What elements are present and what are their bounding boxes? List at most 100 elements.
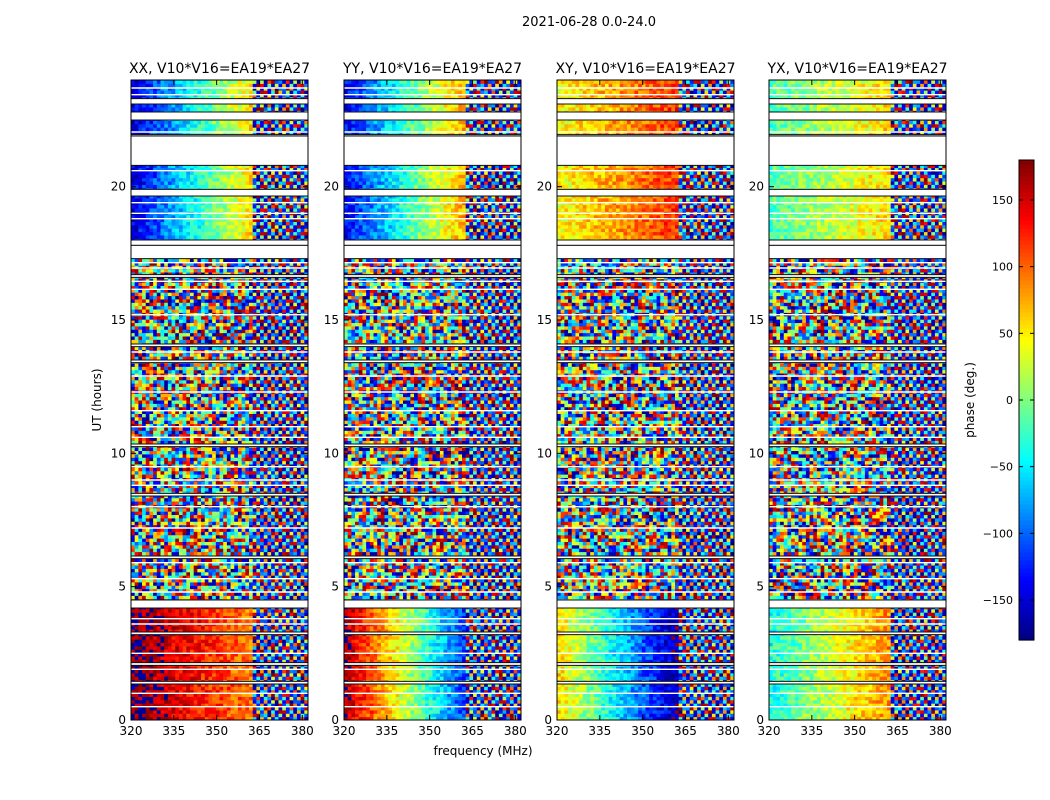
- colorbar-segment: [1019, 396, 1034, 401]
- colorbar-tick-label: 50: [999, 327, 1013, 340]
- colorbar-segment: [1019, 400, 1034, 405]
- colorbar-segment: [1019, 612, 1034, 617]
- panel-frame: [130, 79, 309, 721]
- colorbar-segment: [1019, 424, 1034, 429]
- y-tick-label: 0: [756, 713, 764, 727]
- colorbar-segment: [1019, 312, 1034, 317]
- x-tick-label: 350: [205, 724, 228, 738]
- colorbar-segment: [1019, 236, 1034, 241]
- colorbar-segment: [1019, 376, 1034, 381]
- colorbar-segment: [1019, 328, 1034, 333]
- colorbar-segment: [1019, 472, 1034, 477]
- x-axis-label: frequency (MHz): [433, 744, 532, 758]
- x-tick-label: 365: [461, 724, 484, 738]
- colorbar-segment: [1019, 272, 1034, 277]
- colorbar-segment: [1019, 516, 1034, 521]
- colorbar-segment: [1019, 448, 1034, 453]
- colorbar-segment: [1019, 628, 1034, 633]
- y-tick-label: 10: [537, 446, 552, 460]
- x-tick-label: 320: [546, 724, 569, 738]
- colorbar-segment: [1019, 588, 1034, 593]
- colorbar-segment: [1019, 484, 1034, 489]
- colorbar-segment: [1019, 188, 1034, 193]
- colorbar-segment: [1019, 324, 1034, 329]
- panel-title: YY, V10*V16=EA19*EA27: [342, 61, 522, 77]
- colorbar-segment: [1019, 308, 1034, 313]
- colorbar-segment: [1019, 496, 1034, 501]
- x-tick-label: 380: [929, 724, 952, 738]
- x-tick-label: 350: [843, 724, 866, 738]
- colorbar-segment: [1019, 280, 1034, 285]
- colorbar-segment: [1019, 372, 1034, 377]
- colorbar-segment: [1019, 576, 1034, 581]
- colorbar-segment: [1019, 592, 1034, 597]
- colorbar-tick-label: −150: [983, 594, 1013, 607]
- colorbar-tick-label: −50: [990, 461, 1013, 474]
- colorbar-segment: [1019, 232, 1034, 237]
- colorbar-segment: [1019, 464, 1034, 469]
- panel-3: YX, V10*V16=EA19*EA27 320 335 350 365 380 0 5 10…: [749, 61, 952, 738]
- colorbar-segment: [1019, 292, 1034, 297]
- colorbar-segment: [1019, 504, 1034, 509]
- colorbar-segment: [1019, 552, 1034, 557]
- colorbar-segment: [1019, 544, 1034, 549]
- colorbar-segment: [1019, 304, 1034, 309]
- colorbar-tick-label: 150: [992, 194, 1013, 207]
- x-tick-label: 365: [674, 724, 697, 738]
- colorbar-segment: [1019, 536, 1034, 541]
- x-tick-label: 320: [758, 724, 781, 738]
- colorbar-segment: [1019, 636, 1034, 641]
- colorbar-segment: [1019, 568, 1034, 573]
- panels: XX, V10*V16=EA19*EA27 320 335 350 365 380 0 5 10…: [111, 61, 952, 738]
- colorbar-segment: [1019, 284, 1034, 289]
- colorbar-segment: [1019, 288, 1034, 293]
- y-tick-label: 15: [749, 313, 764, 327]
- colorbar-segment: [1019, 620, 1034, 625]
- y-tick-label: 15: [111, 313, 126, 327]
- colorbar-tick-label: −100: [983, 527, 1013, 540]
- colorbar-segment: [1019, 392, 1034, 397]
- heatmap-image: [557, 80, 734, 720]
- y-tick-label: 5: [756, 580, 764, 594]
- colorbar-segment: [1019, 344, 1034, 349]
- colorbar-segment: [1019, 348, 1034, 353]
- panel-frame: [343, 79, 522, 721]
- colorbar-segment: [1019, 220, 1034, 225]
- colorbar-segment: [1019, 180, 1034, 185]
- colorbar-segment: [1019, 512, 1034, 517]
- colorbar-segment: [1019, 212, 1034, 217]
- y-tick-label: 0: [331, 713, 339, 727]
- colorbar-segment: [1019, 528, 1034, 533]
- colorbar-segment: [1019, 440, 1034, 445]
- colorbar-segment: [1019, 584, 1034, 589]
- x-tick-label: 320: [120, 724, 143, 738]
- colorbar-segment: [1019, 332, 1034, 337]
- panel-title: XX, V10*V16=EA19*EA27: [129, 61, 310, 77]
- colorbar-segment: [1019, 228, 1034, 233]
- panel-frame: [768, 79, 947, 721]
- heatmap-image: [344, 80, 521, 720]
- colorbar-segment: [1019, 340, 1034, 345]
- colorbar-segment: [1019, 248, 1034, 253]
- colorbar-segment: [1019, 520, 1034, 525]
- colorbar-segment: [1019, 184, 1034, 189]
- colorbar-segment: [1019, 572, 1034, 577]
- colorbar-segment: [1019, 380, 1034, 385]
- colorbar-segment: [1019, 508, 1034, 513]
- colorbar-segment: [1019, 548, 1034, 553]
- colorbar-label: phase (deg.): [963, 362, 977, 438]
- colorbar-segment: [1019, 368, 1034, 373]
- colorbar-segment: [1019, 192, 1034, 197]
- colorbar-segment: [1019, 616, 1034, 621]
- x-tick-label: 350: [418, 724, 441, 738]
- colorbar-segment: [1019, 256, 1034, 261]
- colorbar-segment: [1019, 456, 1034, 461]
- x-tick-label: 335: [162, 724, 185, 738]
- panel-2: XY, V10*V16=EA19*EA27 320 335 350 365 380 0 5 10…: [537, 61, 740, 738]
- heatmap-image: [131, 80, 308, 720]
- y-tick-label: 20: [324, 180, 339, 194]
- colorbar-segment: [1019, 360, 1034, 365]
- colorbar-segment: [1019, 476, 1034, 481]
- colorbar: 150 100 50 0 −50 −100 −150: [983, 159, 1035, 641]
